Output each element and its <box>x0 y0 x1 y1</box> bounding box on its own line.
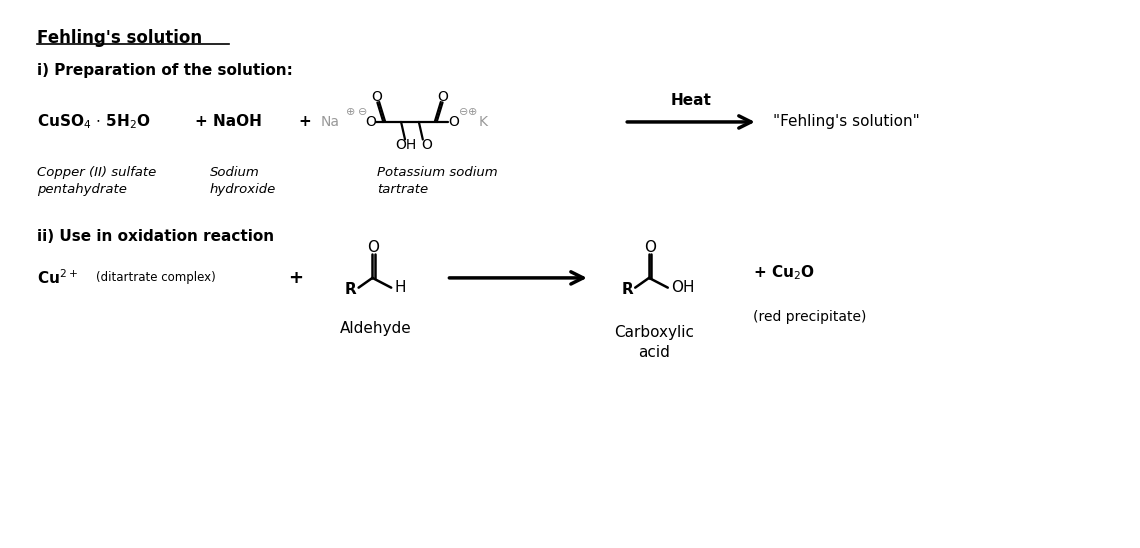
Text: O: O <box>644 240 657 255</box>
Text: OH: OH <box>670 280 694 295</box>
Text: O: O <box>448 115 459 129</box>
Text: ⊖: ⊖ <box>358 107 367 117</box>
Text: Na: Na <box>321 115 340 129</box>
Text: CuSO$_4$ $\cdot$ 5H$_2$O: CuSO$_4$ $\cdot$ 5H$_2$O <box>36 112 150 132</box>
Text: ⊖: ⊖ <box>458 107 469 117</box>
Text: O: O <box>421 138 432 152</box>
Text: O: O <box>437 90 448 104</box>
Text: ii) Use in oxidation reaction: ii) Use in oxidation reaction <box>36 229 274 244</box>
Text: + Cu$_2$O: + Cu$_2$O <box>752 264 815 282</box>
Text: R: R <box>621 282 633 297</box>
Text: Copper (II) sulfate
pentahydrate: Copper (II) sulfate pentahydrate <box>36 166 156 196</box>
Text: "Fehling's solution": "Fehling's solution" <box>773 115 919 129</box>
Text: R: R <box>345 282 357 297</box>
Text: Cu$^{2+}$: Cu$^{2+}$ <box>36 269 78 287</box>
Text: Sodium
hydroxide: Sodium hydroxide <box>210 166 276 196</box>
Text: +: + <box>299 115 311 129</box>
Text: O: O <box>367 240 380 255</box>
Text: Aldehyde: Aldehyde <box>340 321 412 336</box>
Text: O: O <box>370 90 382 104</box>
Text: (ditartrate complex): (ditartrate complex) <box>96 271 215 284</box>
Text: O: O <box>365 115 376 129</box>
Text: H: H <box>394 280 406 295</box>
Text: +: + <box>288 269 303 287</box>
Text: Carboxylic
acid: Carboxylic acid <box>614 324 694 360</box>
Text: ⊕: ⊕ <box>467 107 477 117</box>
Text: K: K <box>479 115 488 129</box>
Text: Fehling's solution: Fehling's solution <box>36 30 202 47</box>
Text: i) Preparation of the solution:: i) Preparation of the solution: <box>36 64 293 78</box>
Text: Heat: Heat <box>670 93 711 108</box>
Text: OH: OH <box>394 138 416 152</box>
Text: + NaOH: + NaOH <box>195 115 261 129</box>
Text: (red precipitate): (red precipitate) <box>752 310 866 324</box>
Text: ⊕: ⊕ <box>347 107 356 117</box>
Text: Potassium sodium
tartrate: Potassium sodium tartrate <box>377 166 498 196</box>
